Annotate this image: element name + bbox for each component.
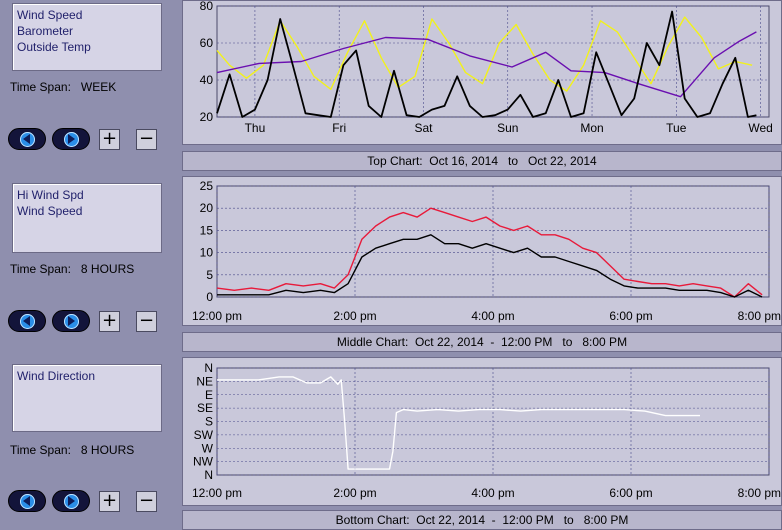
series-outside-temp	[216, 16, 753, 92]
y-tick-label: 20	[200, 110, 214, 124]
x-tick-label: Sun	[497, 121, 518, 135]
x-tick-label: 12:00 pm	[192, 309, 242, 323]
middle-chart-svg: 0 5 10 15 20 25 12:00 pm 2:00 pm 4:00 pm 6:00 pm 8…	[192, 179, 781, 323]
legend-top: Wind Speed Barometer Outside Temp	[12, 3, 162, 71]
forward-button[interactable]	[52, 310, 90, 332]
y-tick-label: 25	[200, 179, 214, 193]
left-arrow-icon	[23, 496, 30, 506]
time-span-value: WEEK	[80, 80, 117, 94]
time-span-label: Time Span:	[10, 262, 71, 276]
back-button[interactable]	[8, 310, 46, 332]
x-tick-label: 2:00 pm	[333, 309, 376, 323]
bottom-chart-caption: Bottom Chart: Oct 22, 2014 - 12:00 PM to…	[182, 510, 782, 530]
x-tick-label: Tue	[666, 121, 687, 135]
series-hi-wind-spd	[216, 207, 763, 298]
y-tick-label: SW	[194, 428, 214, 442]
legend-item: Outside Temp	[17, 40, 91, 54]
legend-bottom: Wind Direction	[12, 364, 162, 432]
y-tick-label: 5	[206, 268, 213, 282]
x-tick-label: 2:00 pm	[333, 486, 376, 500]
y-tick-label: N	[204, 361, 213, 375]
right-arrow-icon	[68, 496, 75, 506]
x-tick-label: 4:00 pm	[471, 486, 514, 500]
y-tick-label: 60	[200, 36, 214, 50]
y-tick-label: N	[204, 468, 213, 482]
x-tick-label: 8:00 pm	[738, 309, 781, 323]
time-span-value: 8 HOURS	[80, 262, 135, 276]
top-chart: 20 40 60 80 Thu Fri Sat Sun Mon Tue Wed	[182, 0, 782, 145]
series-barometer	[216, 31, 757, 98]
time-span-middle: Time Span: 8 HOURS	[10, 262, 134, 276]
right-arrow-icon	[68, 134, 75, 144]
zoom-in-button[interactable]: +	[99, 311, 120, 332]
y-tick-label: S	[205, 415, 213, 429]
top-chart-svg: 20 40 60 80 Thu Fri Sat Sun Mon Tue Wed	[200, 0, 773, 135]
x-tick-label: 4:00 pm	[471, 309, 514, 323]
bottom-chart: N NW W SW S SE E NE N 12:00 pm 2:00 pm 4:00 pm 6:00 …	[182, 357, 782, 506]
legend-item: Wind Direction	[17, 369, 96, 383]
x-tick-label: 8:00 pm	[738, 486, 781, 500]
time-span-value: 8 HOURS	[80, 443, 135, 457]
right-arrow-icon	[68, 316, 75, 326]
y-tick-label: 10	[200, 246, 214, 260]
zoom-out-button[interactable]: −	[136, 311, 157, 332]
x-tick-label: Fri	[332, 121, 346, 135]
y-tick-label: W	[202, 441, 214, 455]
y-tick-label: 0	[206, 290, 213, 304]
series-wind-direction	[217, 376, 700, 470]
forward-button[interactable]	[52, 490, 90, 512]
back-button[interactable]	[8, 128, 46, 150]
x-tick-label: Wed	[748, 121, 772, 135]
time-span-label: Time Span:	[10, 443, 71, 457]
legend-item: Hi Wind Spd	[17, 188, 84, 202]
x-tick-label: 12:00 pm	[192, 486, 242, 500]
top-chart-caption: Top Chart: Oct 16, 2014 to Oct 22, 2014	[182, 151, 782, 171]
legend-item: Barometer	[17, 24, 74, 38]
x-tick-label: 6:00 pm	[609, 309, 652, 323]
legend-item: Wind Speed	[17, 8, 83, 22]
zoom-in-button[interactable]: +	[99, 491, 120, 512]
x-tick-label: Mon	[580, 121, 603, 135]
legend-middle: Hi Wind Spd Wind Speed	[12, 183, 162, 253]
x-tick-label: 6:00 pm	[609, 486, 652, 500]
time-span-top: Time Span: WEEK	[10, 80, 116, 94]
time-span-label: Time Span:	[10, 80, 71, 94]
zoom-in-button[interactable]: +	[99, 129, 120, 150]
zoom-out-button[interactable]: −	[136, 129, 157, 150]
x-tick-label: Sat	[414, 121, 433, 135]
y-tick-label: NW	[193, 455, 214, 469]
zoom-out-button[interactable]: −	[136, 491, 157, 512]
legend-item: Wind Speed	[17, 204, 83, 218]
left-arrow-icon	[23, 316, 30, 326]
y-tick-label: 15	[200, 223, 214, 237]
forward-button[interactable]	[52, 128, 90, 150]
y-tick-label: 20	[200, 201, 214, 215]
time-span-bottom: Time Span: 8 HOURS	[10, 443, 134, 457]
series-wind-speed	[217, 234, 763, 298]
y-tick-label: NE	[196, 374, 213, 388]
x-tick-label: Thu	[245, 121, 266, 135]
series-wind-speed	[216, 10, 757, 118]
y-tick-label: 40	[200, 73, 214, 87]
middle-chart: 0 5 10 15 20 25 12:00 pm 2:00 pm 4:00 pm 6:00 pm 8…	[182, 176, 782, 326]
middle-chart-caption: Middle Chart: Oct 22, 2014 - 12:00 PM to…	[182, 332, 782, 352]
left-arrow-icon	[23, 134, 30, 144]
y-tick-label: 80	[200, 1, 214, 13]
y-tick-label: SE	[197, 401, 213, 415]
back-button[interactable]	[8, 490, 46, 512]
y-tick-label: E	[205, 388, 213, 402]
